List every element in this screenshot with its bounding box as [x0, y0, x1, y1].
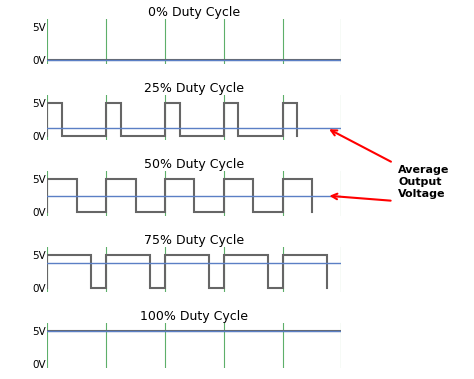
- Title: 25% Duty Cycle: 25% Duty Cycle: [145, 82, 244, 95]
- Text: Average
Output
Voltage: Average Output Voltage: [398, 165, 449, 199]
- Title: 75% Duty Cycle: 75% Duty Cycle: [144, 234, 245, 247]
- Title: 0% Duty Cycle: 0% Duty Cycle: [148, 6, 240, 19]
- Title: 50% Duty Cycle: 50% Duty Cycle: [144, 158, 245, 171]
- Title: 100% Duty Cycle: 100% Duty Cycle: [140, 310, 248, 323]
